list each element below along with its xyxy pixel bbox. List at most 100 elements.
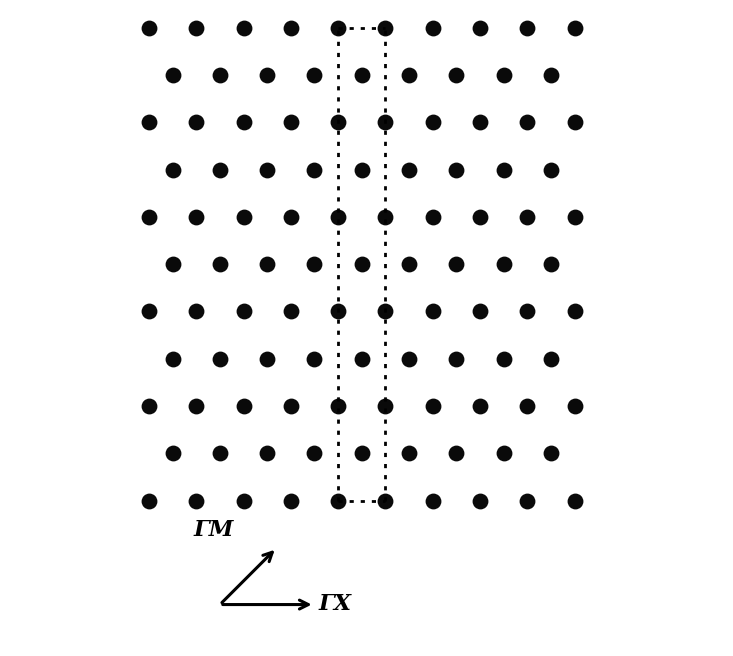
Point [167,354,179,364]
Point [332,22,344,33]
Point [285,22,297,33]
Text: ΓM: ΓM [194,519,235,541]
Text: ΓX: ΓX [318,592,351,615]
Point [380,401,391,411]
Point [214,354,226,364]
Point [356,354,368,364]
Point [498,259,509,270]
Point [143,117,155,128]
Point [521,401,533,411]
Point [427,401,438,411]
Point [474,22,486,33]
Point [427,495,438,506]
Point [356,259,368,270]
Point [332,212,344,222]
Point [143,306,155,317]
Point [237,495,249,506]
Point [356,165,368,175]
Point [143,495,155,506]
Point [498,354,509,364]
Point [143,212,155,222]
Point [451,259,463,270]
Point [380,212,391,222]
Point [545,448,557,459]
Point [237,22,249,33]
Point [262,448,273,459]
Point [262,70,273,80]
Point [380,306,391,317]
Point [214,70,226,80]
Point [403,259,415,270]
Point [521,495,533,506]
Point [167,259,179,270]
Point [569,117,581,128]
Point [356,448,368,459]
Point [285,117,297,128]
Point [237,306,249,317]
Point [451,448,463,459]
Point [427,306,438,317]
Point [262,259,273,270]
Point [521,117,533,128]
Point [545,70,557,80]
Point [569,495,581,506]
Point [191,212,202,222]
Point [191,495,202,506]
Point [498,165,509,175]
Point [403,354,415,364]
Point [214,259,226,270]
Point [380,117,391,128]
Point [569,306,581,317]
Point [214,448,226,459]
Point [262,354,273,364]
Point [332,306,344,317]
Point [474,306,486,317]
Point [380,495,391,506]
Point [237,401,249,411]
Point [237,212,249,222]
Point [332,401,344,411]
Point [309,259,320,270]
Point [498,448,509,459]
Point [474,401,486,411]
Point [191,22,202,33]
Point [545,354,557,364]
Point [309,165,320,175]
Point [380,22,391,33]
Point [403,448,415,459]
Point [545,259,557,270]
Point [403,70,415,80]
Point [474,117,486,128]
Point [309,70,320,80]
Point [285,401,297,411]
Point [285,495,297,506]
Point [451,165,463,175]
Point [521,212,533,222]
Point [262,165,273,175]
Point [191,306,202,317]
Point [427,117,438,128]
Point [237,117,249,128]
Point [498,70,509,80]
Point [403,165,415,175]
Point [309,354,320,364]
Point [214,165,226,175]
Point [167,70,179,80]
Point [451,354,463,364]
Point [427,22,438,33]
Point [474,495,486,506]
Point [521,22,533,33]
Point [191,401,202,411]
Point [427,212,438,222]
Point [167,448,179,459]
Point [143,401,155,411]
Point [356,70,368,80]
Point [285,306,297,317]
Point [143,22,155,33]
Point [569,401,581,411]
Point [569,212,581,222]
Point [332,495,344,506]
Point [191,117,202,128]
Point [309,448,320,459]
Point [569,22,581,33]
